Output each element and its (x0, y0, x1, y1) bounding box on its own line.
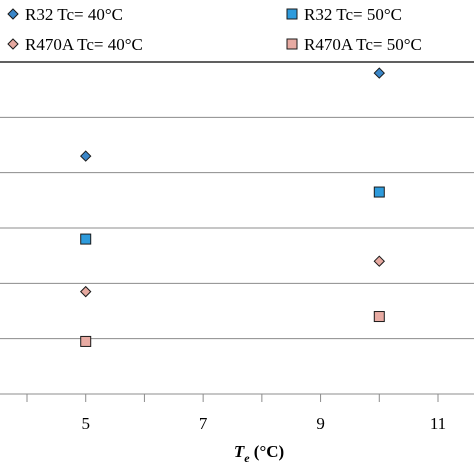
legend-square-marker (286, 8, 298, 20)
data-point-square (373, 186, 385, 198)
legend-label: R470A Tc= 50°C (304, 35, 422, 54)
x-tick-label: 11 (430, 414, 446, 433)
data-point-diamond (373, 67, 385, 79)
legend-label: R32 Tc= 50°C (304, 5, 402, 24)
gridlines (0, 61, 474, 340)
x-axis-label-unit: (°C) (250, 442, 285, 461)
x-tick-label: 7 (199, 414, 208, 433)
x-axis-label-main: T (234, 442, 245, 461)
data-point-diamond (373, 255, 385, 267)
legend-entry: R32 Tc= 50°C (286, 5, 402, 24)
x-axis-label-sub: e (244, 451, 250, 465)
legend-square-marker (286, 38, 298, 50)
legend-diamond-marker (7, 38, 19, 50)
x-axis-label: Te (°C) (234, 442, 284, 465)
data-points (80, 67, 385, 347)
legend-entry: R470A Tc= 40°C (7, 35, 143, 54)
data-point-diamond (80, 150, 92, 162)
legend: R32 Tc= 40°C R32 Tc= 50°C R470A Tc= 40°C R4… (7, 5, 422, 54)
legend-label: R470A Tc= 40°C (25, 35, 143, 54)
data-point-diamond (80, 285, 92, 298)
x-axis: 5 7 9 11 (0, 393, 474, 433)
legend-entry: R32 Tc= 40°C (7, 5, 123, 24)
data-point-square (373, 311, 385, 323)
x-tick-label: 9 (316, 414, 325, 433)
legend-diamond-marker (7, 8, 19, 20)
legend-entry: R470A Tc= 50°C (286, 35, 422, 54)
data-point-square (80, 335, 92, 347)
x-tick-label: 5 (81, 414, 90, 433)
legend-label: R32 Tc= 40°C (25, 5, 123, 24)
data-point-square (80, 233, 92, 245)
